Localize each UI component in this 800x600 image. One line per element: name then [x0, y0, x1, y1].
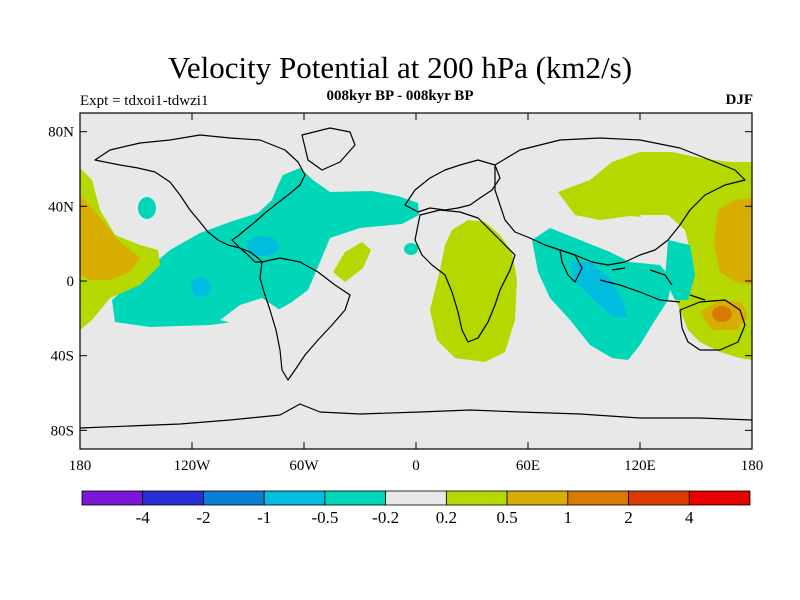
lat-tick-label: 40S	[51, 349, 74, 365]
coast-greenland	[301, 127, 356, 171]
lat-tick-label: 0	[67, 274, 75, 290]
field-pos-mid-atlantic	[333, 242, 371, 282]
colorbar-label: 1	[564, 508, 573, 527]
colorbar-swatch	[263, 490, 326, 506]
colorbar-swatch	[81, 490, 144, 506]
coast-asia	[494, 137, 746, 266]
lon-tick-label: 60E	[516, 458, 540, 474]
lon-tick-label: 120W	[174, 458, 212, 474]
field-pos-west-edge-mod	[80, 195, 140, 280]
field-neg-pacific-north	[138, 197, 156, 219]
lat-tick-label: 80S	[51, 423, 74, 439]
longitude-axis: 180 120W 60W 0 60E 120E 180	[69, 113, 764, 474]
colorbar-swatch	[203, 490, 265, 506]
coast-antarctica	[80, 403, 752, 429]
field-neg-east-pacific	[191, 277, 211, 297]
lat-tick-label: 80N	[48, 125, 74, 141]
field-hole-south-pacific	[220, 298, 283, 325]
coast-maritime-islands	[599, 267, 706, 303]
season-label: DJF	[725, 92, 754, 108]
field-neg-atlantic-small	[404, 243, 418, 255]
colorbar-label: 0.5	[496, 508, 517, 527]
colorbar-swatch	[567, 490, 629, 506]
lon-tick-label: 180	[69, 458, 92, 474]
map-plot-area	[80, 113, 752, 449]
colorbar-label: 2	[624, 508, 633, 527]
coast-africa	[414, 209, 516, 343]
colorbar-swatch	[688, 490, 751, 506]
colorbar-label: -4	[136, 508, 151, 527]
field-neg-indian-core	[570, 262, 628, 318]
colorbar-label: -2	[196, 508, 210, 527]
lon-tick-label: 180	[741, 458, 764, 474]
field-pos-asia-north	[558, 152, 752, 360]
colorbar-swatch	[445, 490, 508, 506]
period-subtitle: 008kyr BP - 008kyr BP	[326, 88, 474, 104]
coast-south-america	[259, 257, 351, 381]
lat-tick-label: 40N	[48, 199, 74, 215]
coast-north-america	[94, 134, 306, 263]
colorbar-swatch	[142, 490, 204, 506]
coast-india	[559, 249, 583, 283]
lon-tick-label: 120E	[624, 458, 656, 474]
anomaly-fields	[80, 152, 752, 362]
colorbar: -4 -2 -1 -0.5 -0.2 0.2 0.5 1 2 4	[81, 490, 751, 527]
coast-europe	[404, 159, 501, 213]
lon-tick-label: 60W	[289, 458, 319, 474]
field-pos-africa	[430, 220, 517, 362]
field-pos-west-pacific	[714, 198, 752, 285]
colorbar-label: 0.2	[436, 508, 457, 527]
colorbar-label: -1	[257, 508, 271, 527]
colorbar-label: -0.2	[372, 508, 399, 527]
colorbar-swatch	[628, 490, 690, 506]
colorbar-label: 4	[685, 508, 694, 527]
coastlines	[80, 127, 752, 429]
lon-tick-label: 0	[412, 458, 420, 474]
experiment-label: Expt = tdxoi1-tdwzi1	[80, 93, 209, 109]
field-neg-maritime-east	[665, 240, 695, 300]
colorbar-label: -0.5	[311, 508, 338, 527]
field-neg-caribbean	[247, 236, 279, 256]
latitude-axis: 80N 40N 0 40S 80S	[48, 125, 752, 439]
coast-australia	[679, 299, 746, 351]
colorbar-swatch	[506, 490, 569, 506]
page-title: Velocity Potential at 200 hPa (km2/s)	[167, 50, 633, 85]
field-pos-australia-strong	[712, 306, 732, 322]
colorbar-swatch	[324, 490, 387, 506]
colorbar-swatch	[385, 490, 447, 506]
